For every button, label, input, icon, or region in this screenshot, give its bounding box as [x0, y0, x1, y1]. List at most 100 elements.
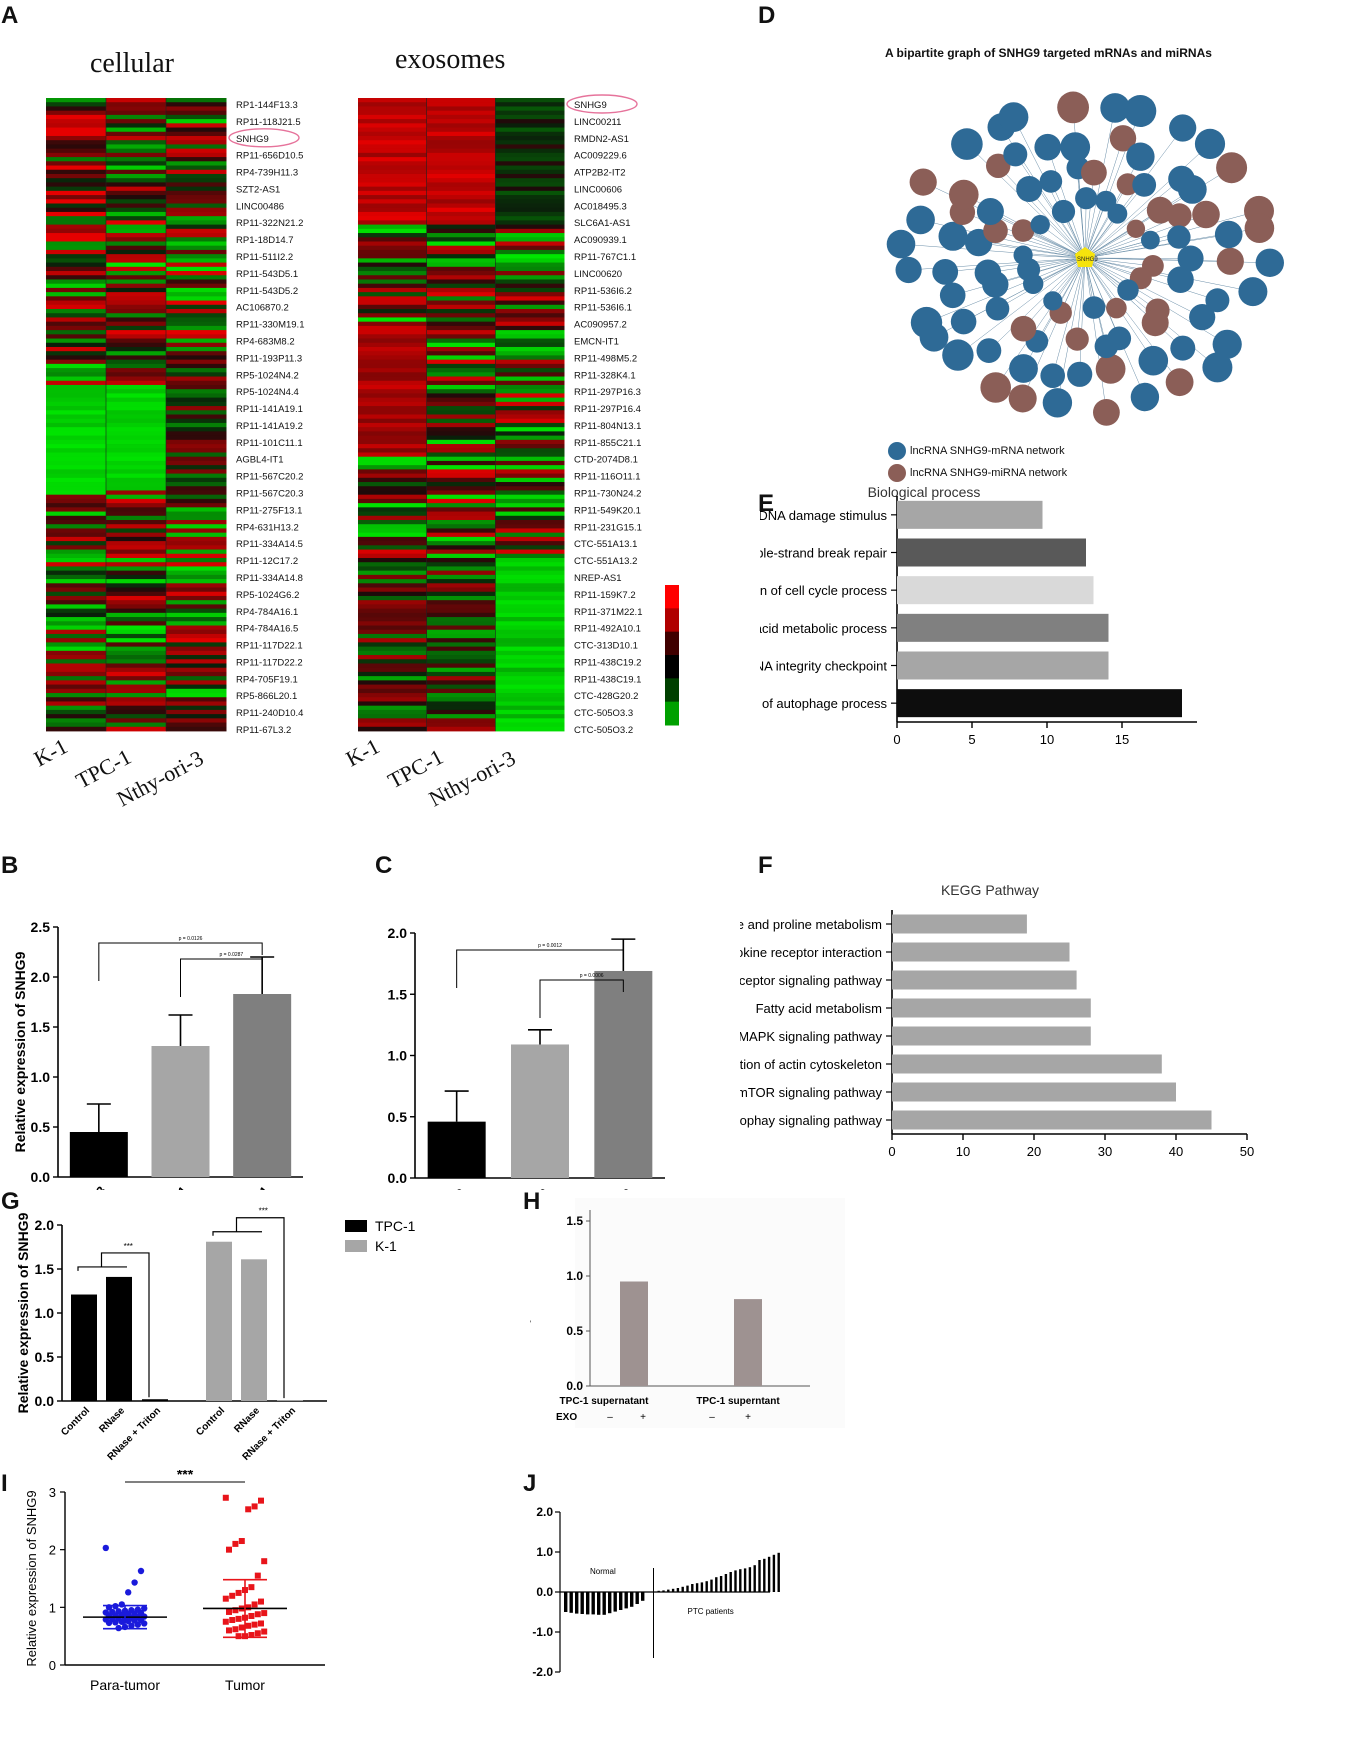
heatmap-cell [106, 524, 167, 529]
heatmap-cell [495, 330, 565, 335]
mrna-node [985, 296, 1010, 321]
heatmap-cell [426, 275, 496, 280]
x-tick-label: 20 [1027, 1144, 1041, 1159]
heatmap-cell [46, 338, 107, 344]
heatmap-cell [46, 157, 107, 162]
heatmap-cell [495, 157, 565, 162]
heatmap-cell [46, 562, 107, 567]
heatmap-cell [358, 106, 428, 112]
mrna-node [1170, 335, 1196, 361]
heatmap-cell [426, 579, 496, 584]
heatmap-cell [426, 393, 496, 399]
x-tick-label: TPC-1 superntant [696, 1396, 780, 1407]
heatmap-cell [166, 401, 227, 407]
heatmap-cell [358, 114, 428, 120]
heatmap-cell [426, 368, 496, 373]
heatmap-cell [495, 152, 565, 158]
heatmap-cell [46, 135, 107, 141]
heatmap-cell [106, 258, 167, 263]
heatmap-cell [426, 659, 496, 664]
heatmap-cell [106, 600, 167, 605]
mirna-node [1216, 152, 1248, 184]
legend-label-mrna: lncRNA SNHG9-mRNA network [910, 445, 1065, 457]
heatmap-cell [166, 241, 227, 247]
heatmap-cell [46, 258, 107, 263]
heatmap-cell [46, 477, 107, 483]
heatmap-cell [106, 283, 167, 289]
heatmap-cell [106, 376, 167, 382]
heatmap-cell [495, 287, 565, 293]
bar [892, 914, 1027, 934]
heatmap-cell [46, 591, 107, 597]
mirna-node [1010, 315, 1037, 342]
heatmap-cell [46, 330, 107, 335]
bar [206, 1241, 232, 1401]
heatmap-cell [166, 650, 227, 656]
heatmap-cell [106, 266, 167, 272]
heatmap-cell [426, 228, 496, 234]
heatmap-cell [106, 325, 167, 331]
heatmap-cell [106, 688, 167, 694]
heatmap-cell [358, 346, 428, 352]
heatmap-cell [106, 625, 167, 631]
heatmap-cell [495, 258, 565, 263]
heatmap-row-label: RP11-730N24.2 [574, 489, 641, 500]
heatmap-cell [426, 178, 496, 183]
heatmap-cell [46, 532, 107, 538]
heatmap-cell [166, 444, 227, 449]
heatmap-cell [426, 334, 496, 339]
mrna-node [1167, 266, 1194, 293]
heatmap-cell [166, 237, 227, 242]
heatmap-cell [166, 494, 227, 500]
heatmap-cell [106, 726, 167, 732]
heatmap-row-label: RP11-511I2.2 [236, 252, 293, 263]
heatmap-column-label: K-1 [30, 733, 72, 771]
heatmap-cell [426, 258, 496, 263]
heatmap-cell [426, 591, 496, 597]
heatmap-cell [495, 169, 565, 175]
heatmap-cell [495, 292, 565, 297]
y-tick-label: 1.5 [388, 986, 408, 1002]
heatmap-cell [166, 207, 227, 213]
heatmap-cell [358, 566, 428, 572]
heatmap-cell [106, 199, 167, 204]
heatmap-cell [46, 595, 107, 601]
data-point [226, 1546, 232, 1553]
heatmap-cell [166, 190, 227, 196]
heatmap-cell [495, 106, 565, 112]
heatmap-cell [46, 414, 107, 420]
heatmap-cell [495, 389, 565, 394]
heatmap-cell [166, 355, 227, 361]
heatmap-cell [495, 545, 565, 550]
heatmap-cell [46, 102, 107, 107]
heatmap-cell [426, 435, 496, 441]
heatmap-row-label: AGBL4-IT1 [236, 455, 284, 466]
significance-bracket [539, 979, 624, 1018]
heatmap-cell [106, 195, 167, 200]
heatmap-cell [358, 638, 428, 643]
heatmap-cell [166, 528, 227, 534]
heatmap-cell [106, 671, 167, 677]
heatmap-cell [106, 469, 167, 474]
heatmap-cell [106, 127, 167, 133]
heatmap-row-label: RP11-543D5.2 [236, 286, 298, 297]
heatmap-cell [495, 688, 565, 694]
x-tick-label: Nthy-ori-3 [58, 1183, 109, 1190]
heatmap-cell [46, 684, 107, 690]
heatmap-cell [495, 266, 565, 272]
heatmap-row-label: RP4-705F19.1 [236, 674, 298, 685]
heatmap-cell [426, 237, 496, 242]
heatmap-cell [106, 465, 167, 470]
heatmap-cell [426, 427, 496, 432]
category-label: response to DNA damage stimulus [760, 508, 887, 523]
y-tick-label: 3 [49, 1485, 56, 1500]
heatmap-cell [426, 709, 496, 715]
heatmap-cell [426, 574, 496, 580]
heatmap-cell [166, 140, 227, 145]
heatmap-cell [495, 629, 565, 635]
y-tick-label: 1.0 [35, 1305, 55, 1321]
chart-title: KEGG Pathway [941, 882, 1039, 898]
mrna-node [1051, 199, 1076, 224]
heatmap-cell [166, 452, 227, 458]
